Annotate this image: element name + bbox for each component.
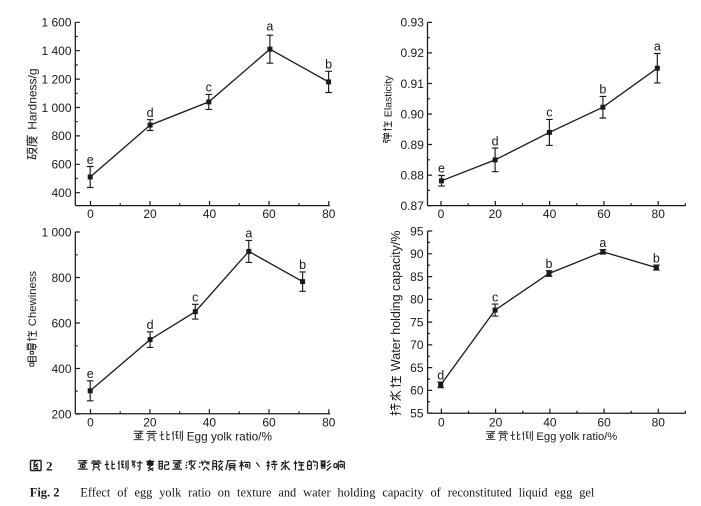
svg-text:a: a xyxy=(245,227,252,241)
svg-text:0.87: 0.87 xyxy=(401,199,425,213)
svg-text:c: c xyxy=(546,106,552,120)
svg-text:80: 80 xyxy=(322,416,336,430)
svg-text:600: 600 xyxy=(51,158,71,172)
svg-text:40: 40 xyxy=(203,416,217,430)
svg-text:60: 60 xyxy=(410,384,424,398)
svg-text:Egg yolk ratio/%: Egg yolk ratio/% xyxy=(536,431,617,443)
svg-text:60: 60 xyxy=(262,416,276,430)
svg-text:1 000: 1 000 xyxy=(41,225,71,239)
svg-text:0.89: 0.89 xyxy=(401,138,425,152)
svg-text:Water holding capacity/%: Water holding capacity/% xyxy=(389,231,403,372)
svg-text:e: e xyxy=(87,367,94,381)
svg-text:80: 80 xyxy=(322,207,336,221)
svg-text:2: 2 xyxy=(46,458,53,473)
svg-text:800: 800 xyxy=(51,271,71,285)
svg-text:c: c xyxy=(492,290,498,304)
svg-text:60: 60 xyxy=(597,207,611,221)
svg-text:b: b xyxy=(299,258,306,272)
svg-text:40: 40 xyxy=(543,416,557,430)
svg-text:b: b xyxy=(653,251,660,265)
svg-text:c: c xyxy=(206,81,212,95)
svg-text:20: 20 xyxy=(489,207,503,221)
svg-text:a: a xyxy=(654,40,661,54)
svg-text:40: 40 xyxy=(203,207,217,221)
svg-text:80: 80 xyxy=(652,207,666,221)
svg-text:20: 20 xyxy=(489,416,503,430)
svg-text:20: 20 xyxy=(143,416,157,430)
svg-text:Egg yolk ratio/%: Egg yolk ratio/% xyxy=(187,429,273,443)
svg-text:80: 80 xyxy=(410,293,424,307)
svg-text:55: 55 xyxy=(410,407,424,421)
svg-text:60: 60 xyxy=(597,416,611,430)
svg-text:85: 85 xyxy=(410,270,424,284)
svg-text:0.88: 0.88 xyxy=(401,168,425,182)
svg-text:d: d xyxy=(437,368,444,382)
svg-text:0.91: 0.91 xyxy=(401,77,425,91)
svg-text:20: 20 xyxy=(143,207,157,221)
svg-text:400: 400 xyxy=(51,362,71,376)
svg-text:e: e xyxy=(438,162,445,176)
svg-text:d: d xyxy=(147,106,154,120)
svg-text:a: a xyxy=(599,236,606,250)
svg-text:Hardness/g: Hardness/g xyxy=(25,68,39,129)
svg-text:75: 75 xyxy=(410,315,424,329)
svg-text:600: 600 xyxy=(51,316,71,330)
svg-text:a: a xyxy=(266,19,273,33)
svg-text:1 600: 1 600 xyxy=(41,16,71,30)
svg-text:65: 65 xyxy=(410,361,424,375)
svg-text:b: b xyxy=(325,58,332,72)
svg-text:b: b xyxy=(599,83,606,97)
svg-text:0.93: 0.93 xyxy=(401,16,425,30)
svg-text:90: 90 xyxy=(410,247,424,261)
svg-text:Elasticity: Elasticity xyxy=(382,75,394,117)
svg-text:Chewiness: Chewiness xyxy=(27,271,39,327)
svg-text:60: 60 xyxy=(262,207,276,221)
svg-text:d: d xyxy=(492,134,499,148)
svg-text:0: 0 xyxy=(438,207,445,221)
svg-text:Effect of egg yolk ratio on te: Effect of egg yolk ratio on texture and … xyxy=(80,486,595,500)
svg-text:800: 800 xyxy=(51,129,71,143)
svg-text:Fig. 2: Fig. 2 xyxy=(30,486,60,500)
svg-text:400: 400 xyxy=(51,186,71,200)
svg-text:0.90: 0.90 xyxy=(401,107,425,121)
svg-text:70: 70 xyxy=(410,338,424,352)
svg-text:e: e xyxy=(87,153,94,167)
svg-text:0: 0 xyxy=(87,416,94,430)
svg-text:40: 40 xyxy=(543,207,557,221)
svg-text:0.92: 0.92 xyxy=(401,46,425,60)
svg-text:0: 0 xyxy=(438,416,445,430)
svg-text:1 200: 1 200 xyxy=(41,72,71,86)
svg-text:200: 200 xyxy=(51,407,71,421)
svg-text:b: b xyxy=(546,257,553,271)
svg-text:0: 0 xyxy=(87,207,94,221)
svg-text:1 400: 1 400 xyxy=(41,44,71,58)
svg-text:1 000: 1 000 xyxy=(41,101,71,115)
svg-text:d: d xyxy=(147,318,154,332)
svg-text:80: 80 xyxy=(652,416,666,430)
svg-text:95: 95 xyxy=(410,224,424,238)
svg-text:c: c xyxy=(192,291,198,305)
